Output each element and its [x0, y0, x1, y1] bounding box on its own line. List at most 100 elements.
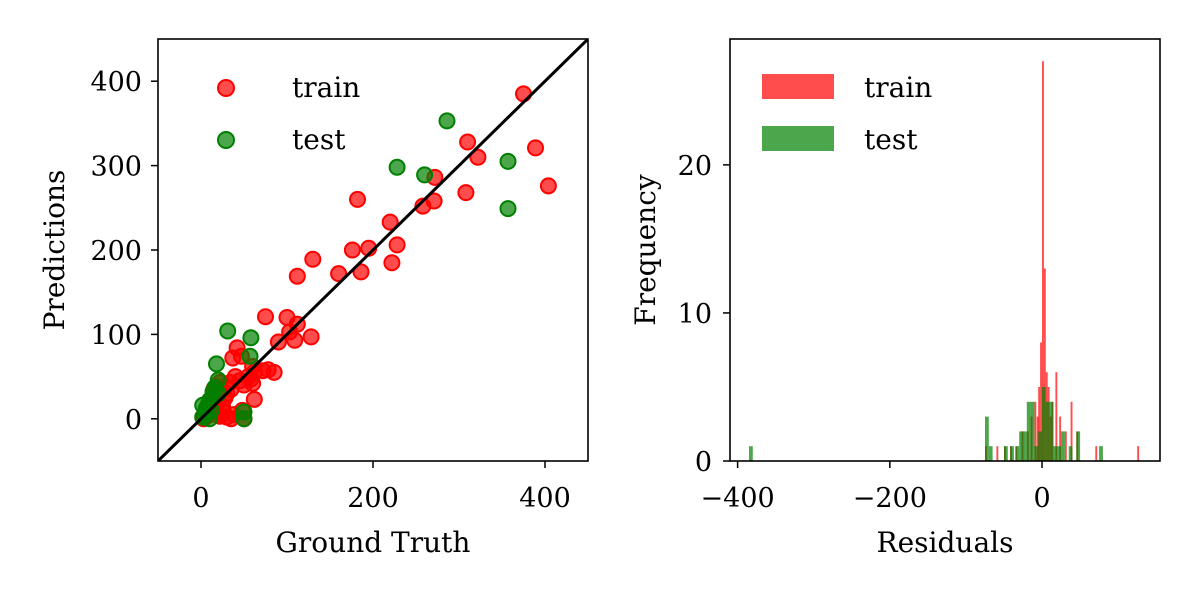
scatter-y-tick-label: 200 [90, 236, 142, 267]
scatter-point-train-38 [245, 390, 263, 408]
scatter-point-train-18 [288, 267, 306, 285]
scatter-point-train-10 [381, 213, 399, 231]
scatter-y-tick-label: 400 [90, 67, 142, 98]
histogram-bar-test-2 [988, 446, 993, 461]
scatter-point-test-3 [416, 166, 434, 184]
scatter-point-train-24 [302, 328, 320, 346]
scatter-point-train-12 [383, 254, 401, 272]
scatter-point-train-2 [527, 139, 544, 157]
scatter-legend-test-label: test [292, 123, 346, 156]
histogram-bar-test-10 [1034, 446, 1039, 461]
scatter-point-train-5 [457, 184, 475, 202]
histogram-bar-train-10 [1038, 387, 1041, 461]
histogram-bar-test-6 [1019, 431, 1023, 461]
histogram-legend: train test [762, 71, 932, 156]
scatter-point-train-16 [330, 265, 348, 283]
histogram-bar-test-11 [1038, 431, 1042, 461]
scatter-point-train-9 [349, 190, 366, 208]
scatter-x-axis-label: Ground Truth [276, 526, 471, 559]
scatter-axes: 0 200 400 0 100 200 300 400 [90, 67, 570, 514]
histogram-bar-train-21 [1070, 401, 1073, 461]
scatter-point-train-11 [388, 236, 406, 254]
scatter-legend-train-marker [217, 79, 235, 97]
histogram-bar-train-19 [1059, 416, 1062, 461]
histogram-x-tick-label: −400 [701, 483, 775, 514]
scatter-point-train-4 [539, 177, 557, 195]
histogram-bar-test-0 [749, 446, 753, 461]
histogram-bar-test-15 [1053, 446, 1058, 461]
scatter-y-tick-label: 100 [90, 320, 142, 351]
scatter-x-tick-label: 400 [519, 483, 571, 514]
scatter-point-test-7 [208, 355, 225, 373]
histogram-bar-test-20 [1099, 446, 1103, 461]
histogram-y-axis-label: Frequency [629, 174, 662, 326]
scatter-point-train-8 [414, 197, 432, 215]
histogram-legend-train-swatch [762, 74, 834, 99]
scatter-point-test-19 [235, 410, 253, 428]
scatter-y-tick-label: 0 [125, 405, 142, 436]
histogram-bar-test-17 [1061, 431, 1065, 461]
histogram-bar-train-9 [1036, 416, 1039, 461]
histogram-x-axis-label: Residuals [877, 526, 1014, 559]
histogram-bar-test-3 [1004, 446, 1008, 461]
scatter-point-test-5 [219, 322, 237, 340]
scatter-x-tick-label: 200 [347, 483, 399, 514]
histogram-bar-train-11 [1040, 342, 1042, 461]
histogram-y-tick-label: 0 [695, 447, 712, 478]
histogram-bar-test-13 [1045, 401, 1050, 461]
scatter-point-train-23 [286, 331, 304, 349]
scatter-legend: train test [217, 71, 360, 156]
histogram-bar-train-23 [1095, 446, 1098, 461]
scatter-point-test-4 [499, 152, 517, 170]
histogram-bar-train-18 [1055, 372, 1058, 461]
scatter-point-test-1 [388, 158, 406, 176]
histogram-marks [749, 61, 1140, 461]
histogram-bar-test-9 [1030, 401, 1035, 461]
scatter-marks [158, 39, 588, 461]
histogram-bar-train-12 [1042, 61, 1044, 461]
scatter-point-train-13 [343, 241, 361, 259]
scatter-point-train-3 [469, 148, 487, 166]
identity-line [158, 39, 588, 461]
scatter-point-train-19 [257, 308, 274, 326]
histogram-legend-test-swatch [762, 126, 834, 151]
scatter-panel: 0 200 400 0 100 200 300 400 Ground Truth Predic… [38, 38, 589, 559]
histogram-y-tick-label: 10 [678, 299, 712, 330]
scatter-point-train-61 [244, 374, 262, 392]
scatter-point-train-17 [304, 250, 322, 268]
histogram-plot-frame [729, 38, 1161, 462]
histogram-bar-test-12 [1042, 387, 1046, 461]
histogram-bar-train-1 [996, 446, 999, 461]
scatter-y-tick-label: 300 [90, 152, 142, 183]
histogram-bar-test-19 [1076, 431, 1081, 461]
histogram-bar-train-8 [1034, 401, 1037, 461]
scatter-point-test-8 [241, 347, 259, 365]
histogram-bar-train-20 [1064, 431, 1067, 461]
histogram-bar-test-8 [1026, 401, 1031, 461]
histogram-x-tick-label: 0 [1033, 483, 1050, 514]
scatter-y-axis-label: Predictions [38, 170, 71, 331]
histogram-bar-test-7 [1023, 431, 1027, 461]
scatter-point-train-1 [459, 133, 477, 151]
histogram-bar-test-5 [1015, 446, 1020, 461]
histogram-bar-train-13 [1043, 268, 1046, 461]
histogram-bar-test-1 [985, 416, 989, 461]
histogram-axes: −400 −200 0 0 10 20 [678, 151, 1051, 514]
histogram-legend-train-label: train [864, 71, 932, 104]
histogram-y-tick-label: 20 [678, 151, 712, 182]
scatter-point-train-15 [352, 263, 370, 281]
scatter-point-test-0 [438, 112, 456, 130]
scatter-legend-test-marker [217, 131, 235, 149]
histogram-bar-test-4 [1010, 446, 1014, 461]
scatter-point-train-31 [254, 362, 272, 380]
histogram-bar-train-24 [1137, 446, 1140, 461]
histogram-bar-test-14 [1049, 401, 1054, 461]
histogram-bar-test-18 [1068, 446, 1073, 461]
histogram-bar-test-16 [1057, 446, 1062, 461]
scatter-point-test-22 [197, 400, 215, 418]
histogram-panel: −400 −200 0 0 10 20 Residuals Frequency train… [629, 38, 1161, 559]
scatter-point-test-2 [499, 200, 517, 218]
scatter-point-test-6 [242, 329, 260, 347]
scatter-legend-train-label: train [292, 71, 360, 104]
